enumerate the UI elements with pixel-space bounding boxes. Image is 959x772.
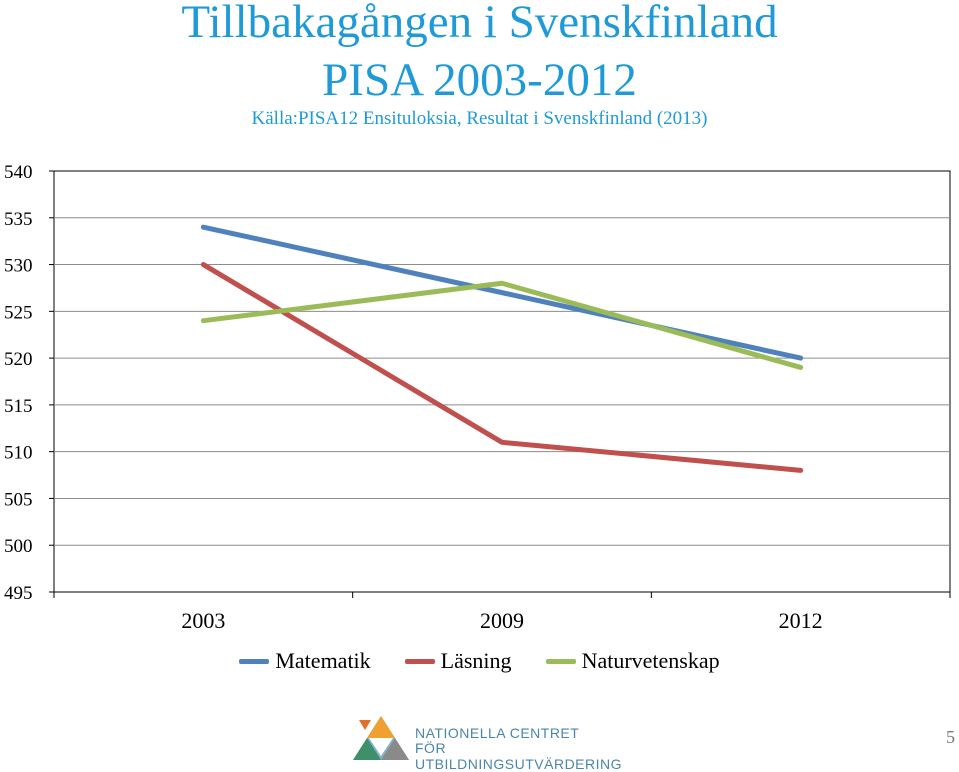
y-tick-label: 540 [4, 162, 33, 183]
legend-item-matematik: Matematik [239, 648, 370, 674]
y-tick-label: 530 [4, 256, 33, 277]
y-tick-label: 495 [4, 583, 33, 604]
series-line-lasning [203, 265, 800, 471]
x-tick-label: 2012 [779, 608, 823, 633]
plot-frame [54, 171, 950, 592]
chart-legend: Matematik Läsning Naturvetenskap [0, 648, 959, 674]
legend-label-naturvetenskap: Naturvetenskap [582, 648, 720, 674]
legend-label-matematik: Matematik [275, 648, 370, 674]
organization-logo: NATIONELLA CENTRET FÖR UTBILDNINGSUTVÄRD… [349, 712, 619, 766]
x-tick-label: 2003 [181, 608, 225, 633]
series-line-naturvetenskap [203, 283, 800, 367]
y-tick-label: 535 [4, 209, 33, 230]
y-tick-label: 520 [4, 349, 33, 370]
legend-swatch-matematik [239, 659, 269, 664]
y-tick-label: 510 [4, 443, 33, 464]
legend-item-lasning: Läsning [405, 648, 512, 674]
legend-label-lasning: Läsning [441, 648, 512, 674]
x-tick-label: 2009 [480, 608, 524, 633]
legend-swatch-naturvetenskap [546, 659, 576, 664]
legend-swatch-lasning [405, 659, 435, 664]
y-tick-label: 505 [4, 489, 33, 510]
logo-text-line1: NATIONELLA CENTRET [415, 725, 579, 741]
y-tick-label: 515 [4, 396, 33, 417]
logo-mark-icon [349, 712, 413, 766]
logo-text-line2: FÖR UTBILDNINGSUTVÄRDERING [415, 740, 622, 772]
page-number: 5 [946, 727, 955, 748]
legend-item-naturvetenskap: Naturvetenskap [546, 648, 720, 674]
y-tick-label: 500 [4, 536, 33, 557]
y-tick-label: 525 [4, 302, 33, 323]
